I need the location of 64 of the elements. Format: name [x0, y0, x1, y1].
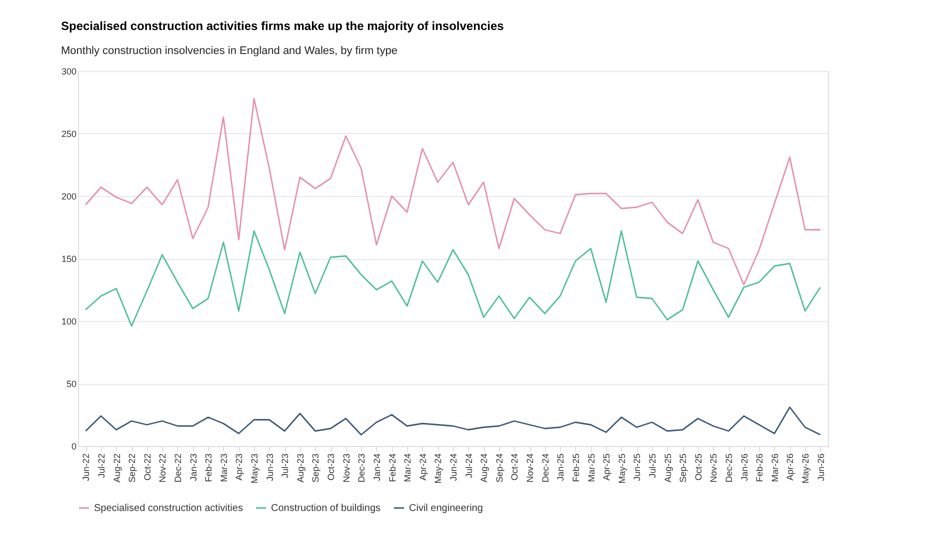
- x-tick-label: Sep-25: [678, 454, 688, 483]
- x-tick-label: Jul-24: [464, 454, 474, 478]
- x-tick-label: Oct-22: [142, 454, 152, 481]
- x-tick-label: Mar-24: [402, 454, 413, 482]
- line-series: [84, 406, 822, 436]
- x-tick-label: Jun-22: [81, 454, 92, 482]
- x-tick-label: Nov-22: [158, 454, 168, 483]
- x-tick-label: Dec-23: [356, 454, 367, 483]
- chart-subtitle: Monthly construction insolvencies in England and Wales, by firm type: [60, 45, 398, 57]
- x-tick-label: Sep-23: [310, 454, 321, 483]
- y-tick-label: 100: [61, 316, 76, 326]
- y-tick-label: 300: [61, 66, 76, 76]
- x-tick-label: Jan-25: [556, 454, 566, 482]
- x-tick-label: Apr-24: [418, 454, 428, 481]
- y-tick-label: 150: [61, 254, 76, 264]
- x-tick-label: Apr-23: [234, 454, 244, 481]
- x-tick-label: May-24: [433, 454, 444, 484]
- x-tick-label: Jul-22: [96, 454, 106, 478]
- x-tick-label: Jan-23: [188, 454, 198, 482]
- x-tick-label: Oct-24: [510, 454, 520, 481]
- x-tick-label: Jul-23: [280, 454, 290, 478]
- x-tick-label: Aug-25: [662, 454, 673, 483]
- x-tick-label: Dec-25: [724, 454, 734, 483]
- x-tick-label: Jun-23: [264, 454, 275, 482]
- x-tick-label: Oct-23: [326, 454, 336, 481]
- x-tick-label: Jun-25: [632, 454, 642, 482]
- x-tick-label: Feb-26: [754, 454, 765, 482]
- x-tick-label: Nov-23: [341, 454, 352, 483]
- legend-label: Specialised construction activities: [94, 503, 243, 514]
- x-tick-label: Sep-22: [127, 454, 138, 483]
- x-tick-label: Jan-26: [739, 454, 750, 482]
- y-tick-label: 200: [61, 192, 76, 202]
- line-series: [84, 230, 822, 327]
- x-tick-label: Nov-25: [708, 454, 719, 483]
- x-tick-label: Oct-25: [693, 454, 704, 481]
- line-series: [84, 98, 822, 286]
- x-tick-label: May-26: [800, 454, 811, 484]
- x-tick-label: Apr-25: [602, 454, 612, 481]
- legend-label: Construction of buildings: [271, 503, 381, 514]
- x-tick-label: Mar-26: [770, 454, 780, 482]
- x-tick-label: Dec-24: [540, 454, 550, 483]
- y-tick-label: 250: [61, 129, 76, 139]
- x-tick-label: May-23: [250, 454, 260, 484]
- x-tick-label: May-25: [616, 454, 627, 484]
- x-tick-label: Apr-26: [785, 454, 796, 481]
- x-tick-label: Feb-23: [204, 454, 214, 482]
- y-tick-label: 0: [71, 442, 76, 452]
- x-tick-label: Mar-25: [586, 454, 596, 482]
- x-tick-label: Dec-22: [172, 454, 183, 483]
- x-tick-label: Jan-24: [372, 454, 382, 482]
- x-tick-label: Jul-25: [647, 454, 658, 478]
- x-tick-label: Aug-23: [295, 454, 306, 483]
- x-tick-label: Jun-24: [448, 454, 458, 482]
- x-tick-label: Nov-24: [525, 454, 536, 483]
- x-tick-label: Feb-24: [387, 454, 398, 482]
- x-tick-label: Sep-24: [494, 454, 504, 483]
- x-tick-label: Feb-25: [570, 454, 581, 482]
- y-tick-label: 50: [66, 379, 76, 389]
- x-tick-label: Jun-26: [816, 454, 826, 482]
- x-tick-label: Mar-23: [218, 454, 229, 482]
- chart-title: Specialised construction activities firms make up the majority of insolvencies: [60, 19, 504, 33]
- legend-label: Civil engineering: [409, 503, 483, 514]
- x-tick-label: Aug-22: [112, 454, 122, 483]
- x-tick-label: Aug-24: [479, 454, 490, 483]
